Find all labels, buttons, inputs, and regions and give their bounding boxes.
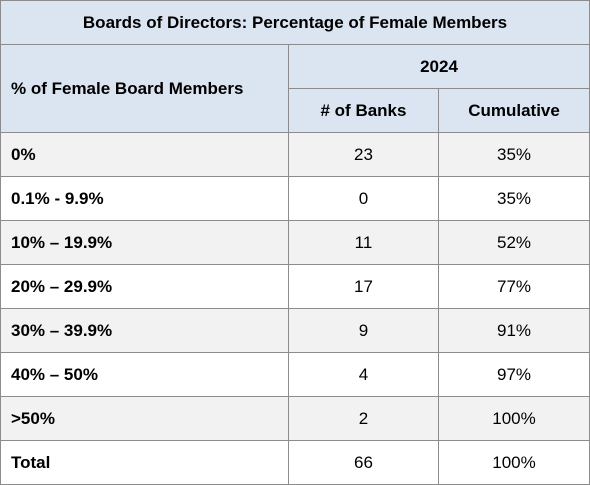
table-header-row: % of Female Board Members 2024 [0,44,590,133]
table-row: 30% – 39.9% 9 91% [0,308,590,353]
row-label: 10% – 19.9% [0,220,289,265]
banks-cell: 0 [288,176,439,221]
table-title: Boards of Directors: Percentage of Femal… [0,0,590,45]
row-label: 0.1% - 9.9% [0,176,289,221]
total-row: Total 66 100% [0,440,590,485]
column-header-cumulative: Cumulative [437,88,590,133]
table-title-row: Boards of Directors: Percentage of Femal… [0,0,590,45]
cumulative-cell: 35% [437,132,590,177]
total-cumulative-cell: 100% [437,440,590,485]
cumulative-cell: 35% [437,176,590,221]
banks-cell: 2 [288,396,439,441]
year-header: 2024 [287,44,590,89]
table-row: >50% 2 100% [0,396,590,441]
cumulative-cell: 91% [437,308,590,353]
banks-cell: 4 [288,352,439,397]
cumulative-cell: 77% [437,264,590,309]
table-row: 40% – 50% 4 97% [0,352,590,397]
column-header-banks: # of Banks [288,88,439,133]
banks-cell: 9 [288,308,439,353]
total-banks-cell: 66 [288,440,439,485]
row-label: 40% – 50% [0,352,289,397]
banks-cell: 23 [288,132,439,177]
banks-cell: 17 [288,264,439,309]
row-header-label: % of Female Board Members [0,44,289,133]
table-row: 10% – 19.9% 11 52% [0,220,590,265]
table-subheader-row: # of Banks Cumulative [1,88,590,133]
total-label: Total [0,440,289,485]
row-label: >50% [0,396,289,441]
cumulative-cell: 100% [437,396,590,441]
cumulative-cell: 52% [437,220,590,265]
row-label: 0% [0,132,289,177]
banks-cell: 11 [288,220,439,265]
row-label: 20% – 29.9% [0,264,289,309]
cumulative-cell: 97% [437,352,590,397]
table-row: 20% – 29.9% 17 77% [0,264,590,309]
row-label: 30% – 39.9% [0,308,289,353]
table-row: 0% 23 35% [0,132,590,177]
table-row: 0.1% - 9.9% 0 35% [0,176,590,221]
